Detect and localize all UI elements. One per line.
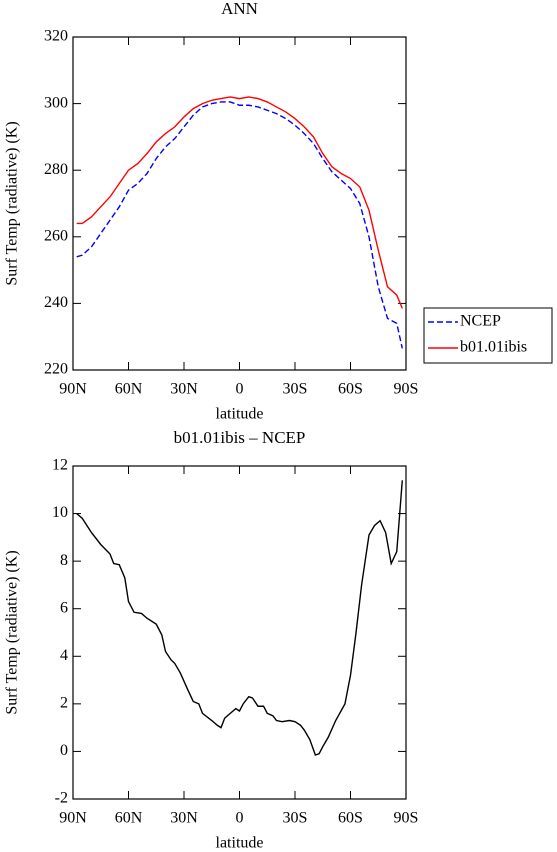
y-tick-label: 0 [60,742,68,759]
y-tick-label: 4 [60,647,68,664]
data-line [76,101,403,349]
x-tick-label: 60N [115,381,143,398]
x-tick-label: 90N [59,381,87,398]
y-tick-label: 260 [44,227,68,244]
legend-label: b01.01ibis [460,339,527,356]
legend-label: NCEP [460,313,501,330]
y-tick-label: 2 [60,695,68,712]
x-tick-label: 0 [236,381,244,398]
y-tick-label: 10 [52,504,68,521]
y-tick-label: 6 [60,599,68,616]
legend-box [423,307,553,364]
x-tick-label: 30N [170,810,198,827]
x-tick-label: 0 [236,810,244,827]
y-tick-label: 220 [44,361,68,378]
y-tick-label: 8 [60,552,68,569]
x-axis-label: latitude [216,406,264,423]
x-tick-label: 30S [283,381,308,398]
chart-title: b01.01ibis – NCEP [174,428,306,447]
y-tick-label: -2 [55,790,68,807]
y-tick-label: 320 [44,28,68,45]
x-tick-label: 30S [283,810,308,827]
plot-frame [72,465,407,800]
x-axis-label: latitude [216,835,264,852]
y-axis-label: Surf Temp (radiative) (K) [4,121,21,285]
x-tick-label: 90S [394,381,419,398]
y-axis-label: Surf Temp (radiative) (K) [4,550,21,714]
x-tick-label: 60S [338,381,363,398]
x-tick-label: 90S [394,810,419,827]
x-tick-label: 90N [59,810,87,827]
x-tick-label: 60N [115,810,143,827]
y-tick-label: 12 [52,457,68,474]
data-line [76,96,403,309]
y-tick-label: 280 [44,161,68,178]
y-tick-label: 300 [44,94,68,111]
x-tick-label: 60S [338,810,363,827]
plot-frame [72,36,407,371]
y-tick-label: 240 [44,294,68,311]
data-line [76,480,403,756]
x-tick-label: 30N [170,381,198,398]
chart-title: ANN [221,0,258,18]
